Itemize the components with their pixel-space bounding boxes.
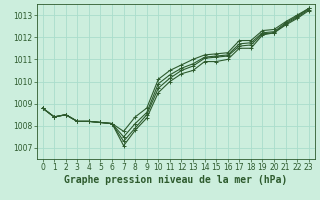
X-axis label: Graphe pression niveau de la mer (hPa): Graphe pression niveau de la mer (hPa) [64,175,287,185]
